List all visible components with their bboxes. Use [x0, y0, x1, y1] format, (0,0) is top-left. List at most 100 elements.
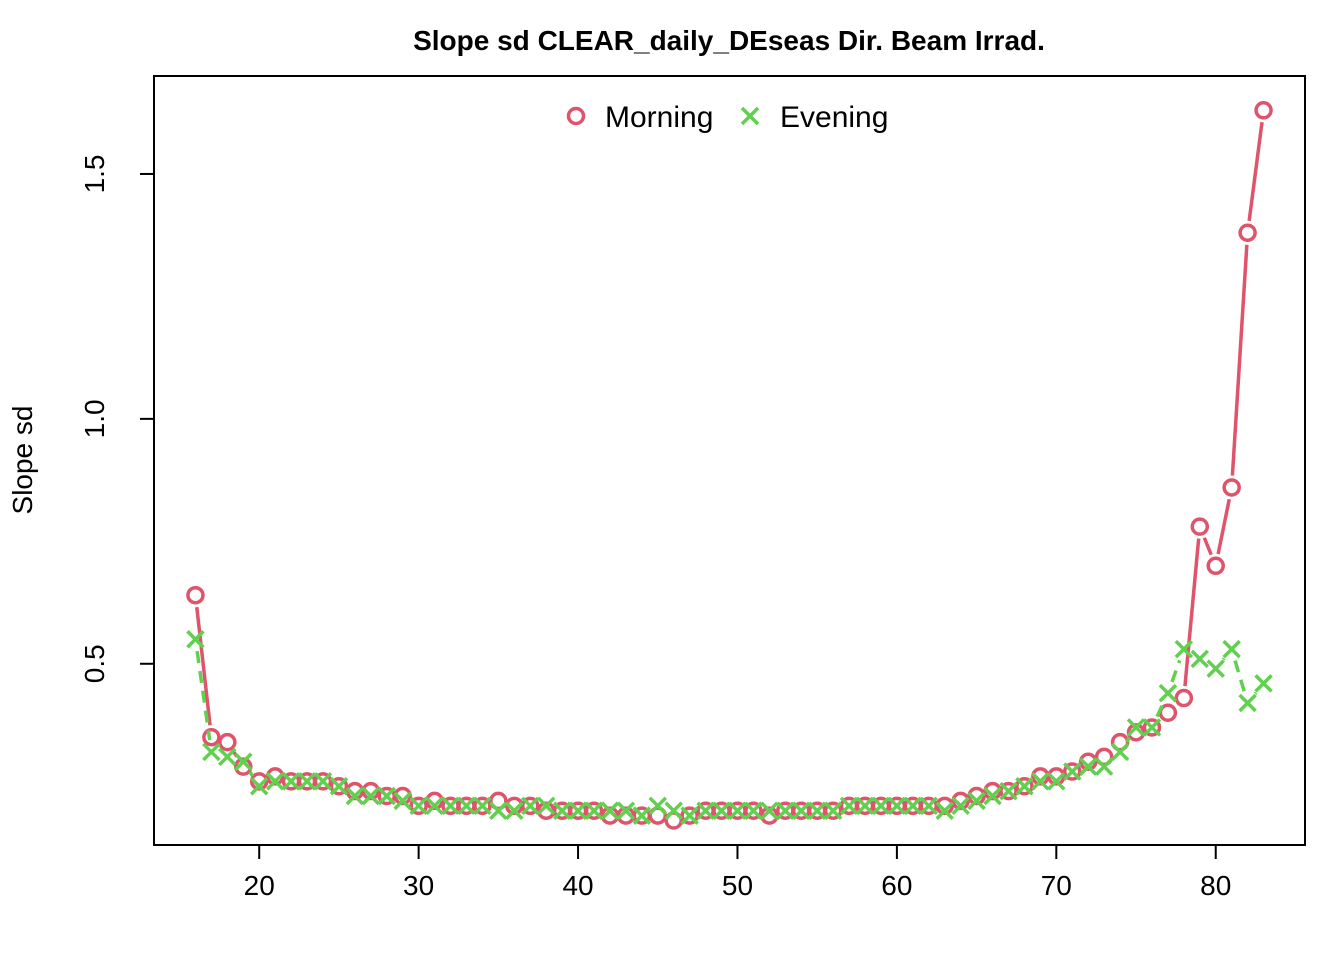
evening-point: [361, 786, 381, 806]
morning-point: [935, 796, 954, 816]
morning-point: [361, 781, 381, 801]
evening-point: [409, 796, 428, 816]
morning-point: [823, 801, 843, 820]
evening-point: [823, 801, 843, 820]
morning-point: [520, 796, 540, 816]
morning-segment: [1247, 121, 1264, 222]
evening-point: [536, 796, 556, 816]
morning-point: [186, 585, 205, 605]
legend: Morning Evening: [566, 101, 888, 134]
evening-segment: [1155, 703, 1165, 718]
evening-point: [552, 801, 572, 820]
morning-point: [313, 772, 333, 791]
evening-segment: [195, 650, 212, 741]
y-tick-label: 1.0: [79, 399, 110, 438]
morning-point: [1047, 767, 1066, 786]
morning-series: [186, 101, 1273, 830]
legend-marker-evening: [740, 106, 760, 126]
evening-point: [664, 801, 683, 820]
y-axis: 0.5 1.0 1.5: [79, 154, 155, 683]
evening-point: [313, 772, 333, 791]
evening-point: [505, 801, 524, 820]
evening-point: [1238, 693, 1257, 713]
legend-marker-morning: [566, 106, 586, 126]
morning-point: [680, 806, 699, 825]
morning-point: [425, 791, 444, 811]
evening-point: [616, 801, 636, 820]
morning-point: [265, 767, 285, 786]
evening-point: [680, 806, 699, 825]
evening-point: [297, 772, 317, 791]
evening-point: [425, 796, 444, 816]
legend-label-evening: Evening: [780, 101, 888, 134]
evening-point: [1078, 757, 1098, 776]
series-layer: [186, 101, 1273, 830]
morning-point: [1126, 723, 1146, 742]
morning-segment: [1183, 538, 1201, 687]
evening-point: [281, 772, 301, 791]
evening-point: [935, 801, 954, 820]
evening-point: [377, 786, 396, 806]
evening-point: [1110, 742, 1130, 762]
evening-point: [983, 786, 1002, 806]
evening-point: [1126, 718, 1146, 737]
evening-point: [1031, 772, 1050, 791]
evening-point: [1254, 674, 1273, 693]
evening-point: [712, 801, 731, 820]
evening-point: [218, 747, 237, 767]
x-tick-label: 30: [403, 870, 434, 901]
evening-segment: [1233, 660, 1246, 692]
evening-point: [249, 776, 269, 796]
morning-point: [999, 781, 1018, 801]
morning-point: [1078, 752, 1098, 771]
morning-point: [1015, 776, 1034, 796]
x-axis: 20 30 40 50 60 70 80: [244, 844, 1231, 901]
x-tick-label: 20: [244, 870, 275, 901]
evening-segment: [1125, 736, 1131, 743]
evening-point: [345, 786, 365, 806]
evening-segment: [248, 770, 255, 778]
morning-point: [584, 801, 604, 820]
evening-point: [760, 801, 779, 820]
evening-point: [1063, 762, 1082, 781]
evening-point: [648, 796, 667, 816]
morning-point: [1254, 101, 1273, 120]
y-axis-label: Slope sd: [7, 406, 38, 515]
morning-segment: [1216, 498, 1231, 555]
morning-point: [1222, 478, 1241, 497]
evening-point: [1142, 718, 1162, 737]
morning-point: [1142, 718, 1162, 737]
morning-point: [234, 757, 253, 776]
evening-point: [951, 796, 970, 816]
evening-point: [202, 742, 221, 762]
y-tick-label: 0.5: [79, 644, 110, 683]
evening-point: [265, 772, 285, 791]
morning-point: [409, 796, 428, 816]
morning-segment: [195, 606, 212, 726]
evening-segment: [1170, 659, 1182, 683]
evening-point: [520, 796, 540, 816]
evening-point: [967, 791, 986, 811]
evening-point: [728, 801, 747, 820]
morning-point: [744, 801, 763, 820]
morning-segment: [1202, 537, 1213, 556]
morning-point: [473, 796, 492, 816]
morning-point: [760, 806, 779, 825]
evening-point: [329, 776, 349, 796]
evening-point: [887, 796, 907, 816]
morning-point: [393, 786, 412, 806]
evening-segment: [1221, 657, 1226, 661]
evening-point: [489, 801, 508, 820]
morning-point: [951, 791, 970, 811]
x-tick-label: 80: [1200, 870, 1231, 901]
morning-segment: [1230, 244, 1249, 476]
chart-title: Slope sd CLEAR_daily_DEseas Dir. Beam Ir…: [413, 25, 1045, 56]
morning-point: [1238, 223, 1257, 242]
evening-point: [807, 801, 827, 820]
evening-point: [1174, 639, 1194, 659]
evening-point: [1190, 649, 1210, 669]
evening-point: [234, 752, 253, 771]
evening-point: [584, 801, 604, 820]
evening-point: [744, 801, 763, 820]
evening-point: [1015, 776, 1034, 796]
